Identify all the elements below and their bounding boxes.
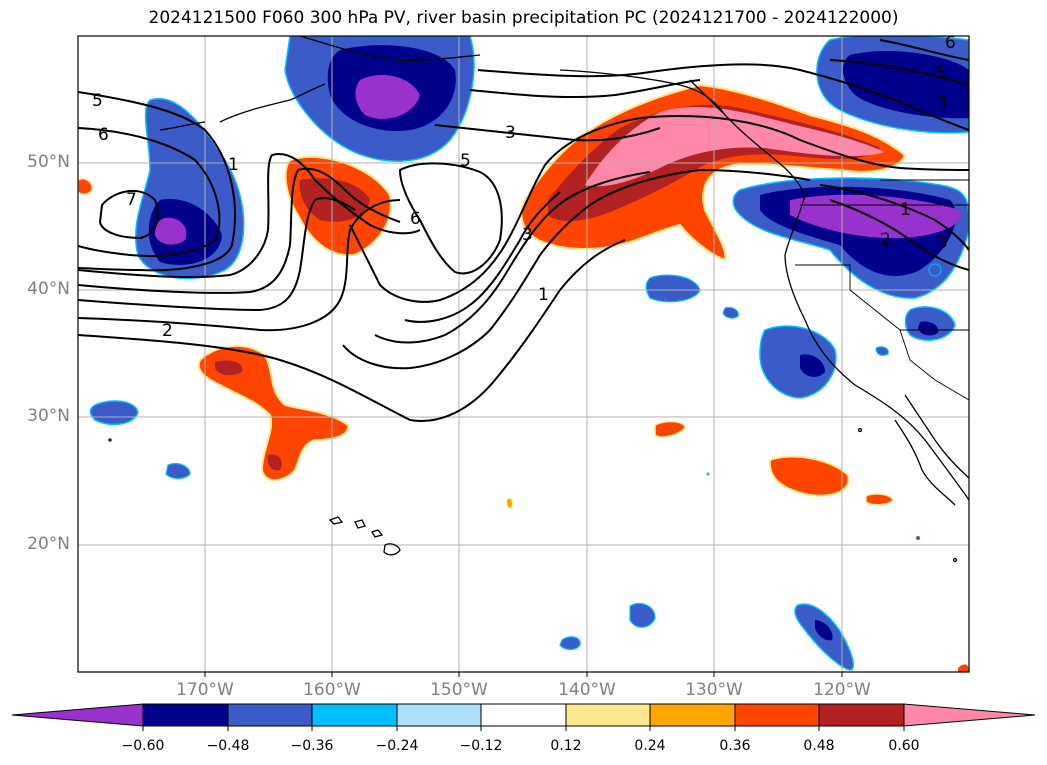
- map-title: 2024121500 F060 300 hPa PV, river basin …: [148, 8, 899, 28]
- contour-label: 3: [522, 225, 533, 245]
- positive-anomaly-subtropical-plume: [197, 344, 350, 482]
- colorbar-tick-label: −0.48: [206, 738, 250, 754]
- contour-label: 5: [935, 63, 946, 83]
- longitude-label-150w: 150°W: [430, 680, 488, 700]
- graticule: [78, 36, 969, 672]
- colorbar-tick-label: 0.48: [803, 738, 835, 754]
- colorbar-bin: [649, 703, 736, 727]
- colorbar-tick-label: 0.60: [888, 738, 920, 754]
- colorbar-tick-label: −0.60: [121, 738, 165, 754]
- longitude-label-130w: 130°W: [685, 680, 743, 700]
- map-frame: [77, 35, 970, 673]
- colorbar-bin: [818, 703, 905, 727]
- coastlines: [108, 36, 969, 563]
- longitude-label-120w: 120°W: [813, 680, 871, 700]
- colorbar-bin: [142, 703, 229, 727]
- colorbar-tick-label: 0.12: [550, 738, 582, 754]
- latitude-label-30n: 30°N: [27, 406, 70, 426]
- longitude-label-170w: 170°W: [176, 680, 234, 700]
- colorbar-bin: [565, 703, 651, 727]
- longitude-label-140w: 140°W: [558, 680, 616, 700]
- colorbar: [11, 703, 1036, 731]
- contour-label: 1: [538, 285, 549, 305]
- colorbar-bin: [480, 703, 567, 727]
- colorbar-tick-label: −0.24: [375, 738, 419, 754]
- colorbar-bin: [311, 703, 398, 727]
- colorbar-tick-label: −0.36: [290, 738, 334, 754]
- colorbar-extend-high: [903, 703, 1036, 727]
- contour-label: 2: [162, 321, 173, 341]
- contour-label: 5: [92, 91, 103, 111]
- positive-anomaly-atmospheric-river: [520, 83, 907, 262]
- contour-label: 6: [98, 125, 109, 145]
- colorbar-extend-low: [11, 703, 144, 727]
- latitude-label-40n: 40°N: [27, 279, 70, 299]
- colorbar-bin: [734, 703, 820, 727]
- latitude-label-50n: 50°N: [27, 152, 70, 172]
- colorbar-tick-label: −0.12: [459, 738, 503, 754]
- negative-anomaly-northeast: [816, 36, 969, 134]
- longitude-label-160w: 160°W: [303, 680, 361, 700]
- contour-labels: 5 6 7 1 2 3 5 6 1 3 5 3 2 3 1 6: [92, 33, 956, 341]
- contour-label: 1: [900, 200, 911, 220]
- contour-label: 6: [410, 209, 421, 229]
- pv-contours: [78, 39, 969, 422]
- contour-label: 3: [937, 233, 948, 253]
- contour-label: 1: [228, 155, 239, 175]
- contour-label: 5: [460, 151, 471, 171]
- contour-label: 7: [126, 190, 137, 210]
- colorbar-bin: [396, 703, 482, 727]
- contour-label: 3: [505, 123, 516, 143]
- colorbar-tick-label: 0.24: [634, 738, 666, 754]
- contour-label: 6: [945, 33, 956, 53]
- positive-anomaly-small-patches: [78, 178, 969, 672]
- contour-label: 2: [880, 230, 891, 250]
- longitude-ticks: [204, 672, 843, 677]
- latitude-label-20n: 20°N: [27, 534, 70, 554]
- contour-label: 3: [937, 93, 948, 113]
- colorbar-tick-label: 0.36: [719, 738, 751, 754]
- colorbar-bin: [227, 703, 313, 727]
